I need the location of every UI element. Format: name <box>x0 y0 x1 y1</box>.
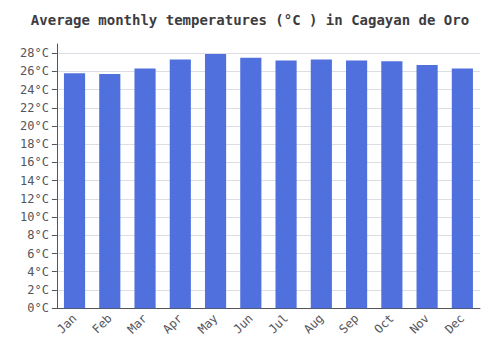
svg-text:4°C: 4°C <box>27 265 49 279</box>
svg-text:Nov: Nov <box>407 311 432 336</box>
svg-text:Feb: Feb <box>90 311 115 336</box>
svg-text:Aug: Aug <box>301 311 326 336</box>
svg-text:16°C: 16°C <box>20 155 49 169</box>
svg-text:6°C: 6°C <box>27 247 49 261</box>
svg-text:14°C: 14°C <box>20 174 49 188</box>
svg-text:Jul: Jul <box>266 311 291 336</box>
svg-text:2°C: 2°C <box>27 283 49 297</box>
svg-text:Sep: Sep <box>336 311 361 336</box>
svg-text:Dec: Dec <box>442 311 467 336</box>
svg-text:18°C: 18°C <box>20 137 49 151</box>
svg-text:0°C: 0°C <box>27 301 49 315</box>
svg-text:May: May <box>195 311 220 336</box>
svg-text:24°C: 24°C <box>20 83 49 97</box>
svg-text:Oct: Oct <box>372 311 397 336</box>
svg-text:Jun: Jun <box>231 311 256 336</box>
svg-text:20°C: 20°C <box>20 119 49 133</box>
svg-text:10°C: 10°C <box>20 210 49 224</box>
svg-text:12°C: 12°C <box>20 192 49 206</box>
svg-text:Mar: Mar <box>125 311 150 336</box>
svg-text:8°C: 8°C <box>27 228 49 242</box>
svg-text:Apr: Apr <box>160 311 185 336</box>
svg-text:28°C: 28°C <box>20 46 49 60</box>
svg-text:Average monthly temperatures (: Average monthly temperatures (°C ) in Ca… <box>31 12 469 28</box>
svg-text:22°C: 22°C <box>20 101 49 115</box>
svg-text:26°C: 26°C <box>20 64 49 78</box>
svg-text:Jan: Jan <box>54 311 79 336</box>
